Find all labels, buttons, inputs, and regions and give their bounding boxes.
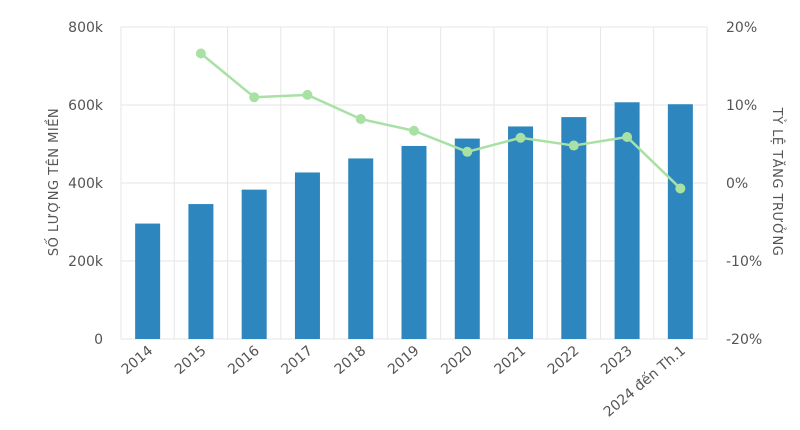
left-tick-label: 200k — [68, 254, 104, 270]
right-tick-label: -10% — [726, 254, 762, 270]
left-tick-label: 800k — [68, 20, 104, 36]
left-axis: 0 200k 400k 600k 800k — [68, 20, 104, 348]
line-point — [515, 132, 526, 143]
bar — [454, 138, 480, 339]
left-tick-label: 400k — [68, 176, 104, 192]
right-axis: -20% -10% 0% 10% 20% — [726, 20, 762, 348]
left-tick-label: 0 — [94, 332, 103, 348]
bar — [508, 126, 534, 339]
line-point — [462, 146, 473, 157]
right-tick-label: 0% — [726, 176, 748, 192]
bar — [561, 117, 587, 339]
right-tick-label: 20% — [726, 20, 757, 36]
line-point — [249, 92, 260, 103]
line-point — [568, 140, 579, 151]
right-tick-label: 10% — [726, 98, 757, 114]
growth-line — [199, 52, 682, 190]
line-series — [195, 48, 686, 194]
bar-series — [135, 102, 693, 340]
line-point — [622, 131, 633, 142]
line-point — [675, 183, 686, 194]
line-point — [302, 89, 313, 100]
line-point — [409, 125, 419, 136]
bar — [294, 172, 320, 339]
left-tick-label: 600k — [68, 98, 104, 114]
bar — [401, 145, 427, 339]
bar — [135, 223, 161, 339]
bar — [188, 204, 214, 339]
line-point — [195, 48, 206, 59]
bar — [667, 104, 693, 339]
bar — [241, 189, 267, 339]
bar — [348, 158, 374, 339]
left-axis-title: SỐ LƯỢNG TÊN MIỀN — [45, 108, 62, 256]
right-axis-title: TỶ LỆ TĂNG TRƯỞNG — [769, 107, 786, 257]
line-point — [355, 114, 366, 125]
right-tick-label: -20% — [726, 332, 762, 348]
